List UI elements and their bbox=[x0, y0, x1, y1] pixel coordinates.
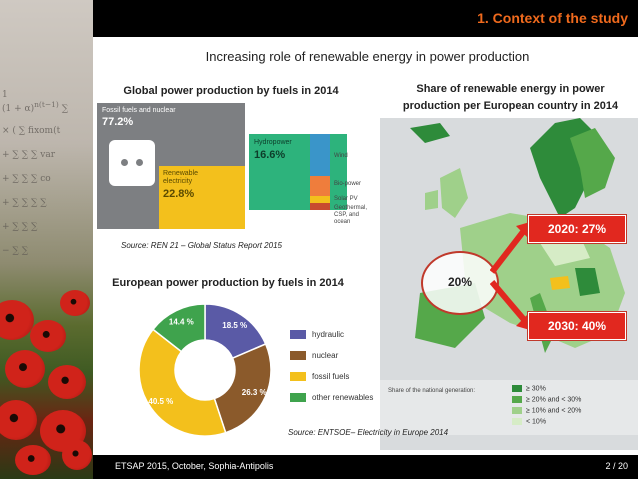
renewable-value: 22.8% bbox=[163, 188, 195, 200]
map-legend-swatch bbox=[512, 407, 522, 414]
legend-swatch bbox=[290, 351, 306, 360]
map-legend-label: ≥ 20% and < 30% bbox=[526, 396, 582, 404]
legend-swatch bbox=[290, 393, 306, 402]
eu-average-value: 20% bbox=[447, 275, 473, 289]
europe-donut-chart: 18.5 % 26.3 % 40.5 % 14.4 % bbox=[138, 303, 272, 437]
map-source: Source: ENTSOE– Electricity in Europe 20… bbox=[288, 428, 449, 437]
renewable-label: Renewable electricity bbox=[163, 170, 199, 185]
wind-label: Wind bbox=[334, 153, 348, 159]
map-legend-row: ≥ 20% and < 30% bbox=[512, 396, 581, 403]
map-legend-row: ≥ 10% and < 20% bbox=[512, 407, 581, 414]
hungary-shape bbox=[550, 276, 570, 290]
callout-arrows bbox=[490, 222, 530, 330]
wind-segment bbox=[310, 134, 330, 176]
map-legend: Share of the national generation: ≥ 30% ≥… bbox=[380, 380, 638, 435]
section-title: 1. Context of the study bbox=[477, 10, 628, 26]
map-legend-row: ≥ 30% bbox=[512, 385, 546, 392]
finland-shape bbox=[570, 128, 615, 198]
solar-label: Solar PV bbox=[334, 196, 358, 202]
plug-icon bbox=[109, 140, 155, 186]
hydropower-area bbox=[249, 134, 347, 210]
geothermal-label: Geothermal, CSP, and ocean bbox=[334, 205, 368, 225]
footer-text: ETSAP 2015, October, Sophia-Antipolis bbox=[115, 461, 274, 471]
geothermal-segment bbox=[310, 203, 330, 210]
hydro-label: Hydropower bbox=[254, 139, 292, 146]
map-legend-label: ≥ 10% and < 20% bbox=[526, 407, 582, 415]
fossil-value: 77.2% bbox=[102, 116, 134, 128]
legend-swatch bbox=[290, 330, 306, 339]
balkan-shape bbox=[575, 268, 600, 296]
biopower-label: Bio-power bbox=[334, 181, 362, 187]
target-2020-box: 2020: 27% bbox=[528, 215, 626, 243]
europe-chart-heading: European power production by fuels in 20… bbox=[112, 277, 344, 289]
slide-title: Increasing role of renewable energy in p… bbox=[205, 49, 530, 64]
map-legend-label: < 10% bbox=[526, 418, 547, 426]
map-legend-row: < 10% bbox=[512, 418, 546, 425]
legend-label: other renewables bbox=[312, 393, 374, 402]
ireland-shape bbox=[425, 190, 438, 210]
iceland-shape bbox=[410, 123, 450, 143]
map-heading: Share of renewable energy in power produ… bbox=[388, 81, 633, 115]
page-number: 2 / 20 bbox=[605, 461, 628, 471]
fossil-label: Fossil fuels and nuclear bbox=[102, 107, 176, 114]
global-chart-heading: Global power production by fuels in 2014 bbox=[123, 85, 339, 97]
target-2030-box: 2030: 40% bbox=[528, 312, 626, 340]
donut-value-label: 18.5 % bbox=[222, 321, 247, 330]
uk-shape bbox=[440, 168, 468, 218]
solar-segment bbox=[310, 196, 330, 203]
donut-value-label: 40.5 % bbox=[148, 397, 173, 406]
donut-slice-nuclear bbox=[213, 343, 272, 434]
donut-slice-fossil-fuels bbox=[138, 328, 227, 437]
map-legend-swatch bbox=[512, 385, 522, 392]
donut-value-label: 26.3 % bbox=[242, 388, 267, 397]
global-infographic: Fossil fuels and nuclear 77.2% Renewable… bbox=[97, 103, 368, 229]
donut-value-label: 14.4 % bbox=[169, 317, 194, 326]
biopower-segment bbox=[310, 176, 330, 196]
poland-shape bbox=[540, 236, 590, 266]
legend-label: nuclear bbox=[312, 351, 339, 360]
map-heading-line1: Share of renewable energy in power bbox=[416, 83, 605, 95]
map-legend-label: ≥ 30% bbox=[526, 385, 546, 393]
header-bar: 1. Context of the study bbox=[93, 0, 638, 37]
legend-label: fossil fuels bbox=[312, 372, 350, 381]
global-source: Source: REN 21 – Global Status Report 20… bbox=[121, 241, 282, 250]
map-legend-title: Share of the national generation: bbox=[388, 388, 476, 394]
map-legend-swatch bbox=[512, 418, 522, 425]
eu-average-callout: 20% bbox=[421, 251, 499, 315]
map-legend-swatch bbox=[512, 396, 522, 403]
legend-label: hydraulic bbox=[312, 330, 345, 339]
renewable-area bbox=[159, 166, 245, 229]
footer-bar: ETSAP 2015, October, Sophia-Antipolis 2 … bbox=[93, 455, 638, 479]
legend-swatch bbox=[290, 372, 306, 381]
donut-slice-other-renewables bbox=[151, 303, 206, 353]
map-heading-line2: production per European country in 2014 bbox=[402, 100, 619, 112]
decorative-side-image: 1 (1 + α)n(t−1) ∑ × ( ∑ fixom(t + ∑ ∑ ∑ … bbox=[0, 0, 93, 479]
hydro-value: 16.6% bbox=[254, 149, 286, 161]
